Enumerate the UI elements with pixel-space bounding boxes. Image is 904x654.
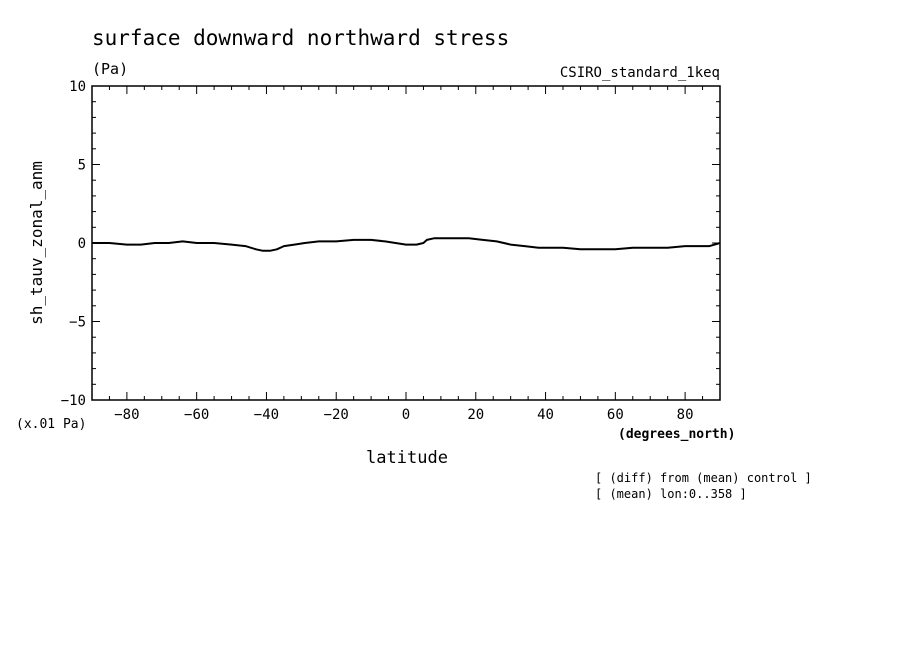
x-tick-label: −60 — [184, 407, 209, 423]
x-tick-label: −80 — [114, 407, 139, 423]
units-label: (Pa) — [92, 60, 128, 78]
y-tick-label: 0 — [78, 236, 86, 252]
x-tick-label: 60 — [607, 407, 624, 423]
y-tick-label: 10 — [69, 79, 86, 95]
x-units-label: (degrees_north) — [618, 427, 735, 442]
y-tick-labels: −10 −5 0 5 10 — [61, 79, 86, 409]
y-scale-note: (x.01 Pa) — [16, 417, 86, 432]
plot-frame — [91, 85, 721, 401]
x-tick-label: 40 — [537, 407, 554, 423]
y-tick-label: 5 — [78, 158, 86, 174]
x-tick-label: 0 — [402, 407, 410, 423]
x-tick-label: −20 — [324, 407, 349, 423]
y-tick-label: −5 — [69, 315, 86, 331]
x-axis-label: latitude — [366, 448, 448, 468]
y-axis-label: sh_tauv_zonal_anm — [27, 161, 46, 325]
note-line-1: [ (diff) from (mean) control ] — [595, 471, 812, 485]
note-line-2: [ (mean) lon:0..358 ] — [595, 487, 747, 501]
x-tick-label: 80 — [677, 407, 694, 423]
x-tick-labels: −80 −60 −40 −20 0 20 40 60 80 — [114, 407, 693, 423]
axis-ticks — [91, 85, 721, 401]
y-tick-label: −10 — [61, 393, 86, 409]
model-label: CSIRO_standard_1keq — [560, 65, 720, 81]
chart-title: surface downward northward stress — [92, 26, 509, 50]
series-lines — [92, 237, 721, 252]
x-tick-label: 20 — [467, 407, 484, 423]
x-tick-label: −40 — [254, 407, 279, 423]
series-line — [92, 237, 721, 252]
